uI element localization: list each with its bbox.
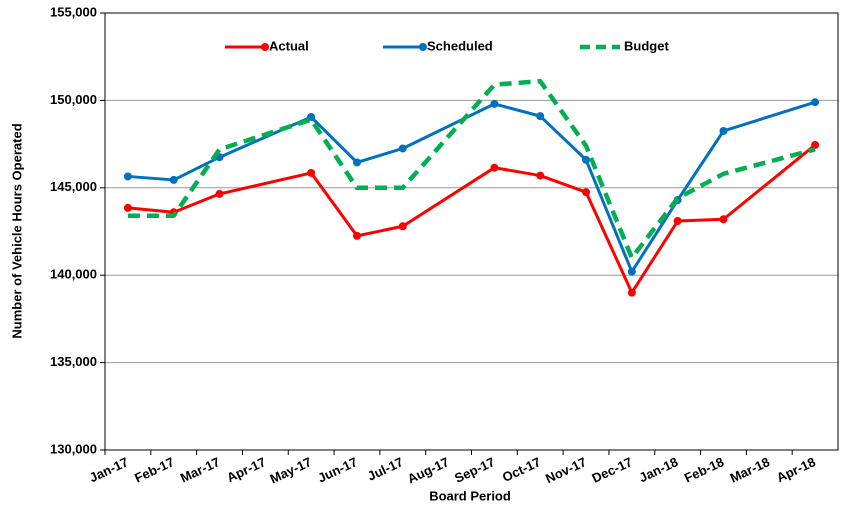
data-point [582,188,591,197]
y-tick-label: 130,000 [50,441,97,456]
x-tick-label: Mar-18 [728,454,772,485]
x-tick-label: May-17 [268,454,314,486]
y-axis-title: Number of Vehicle Hours Operated [9,123,24,338]
x-tick-label: Apr-18 [774,454,818,485]
data-point [398,222,407,231]
x-tick-label: Dec-17 [590,454,635,486]
x-tick-label: Mar-17 [178,454,222,485]
data-point [719,215,728,224]
legend-label: Actual [269,38,309,53]
data-point [536,112,545,121]
data-point [398,144,407,153]
data-point [307,168,316,177]
data-point [627,288,636,297]
data-point [169,175,178,184]
legend-label: Scheduled [427,38,493,53]
data-point [215,189,224,198]
y-tick-label: 135,000 [50,354,97,369]
x-tick-label: Aug-17 [405,454,451,486]
data-point [307,113,316,122]
y-tick-label: 150,000 [50,92,97,107]
data-point [673,217,682,226]
plot-border [104,12,839,451]
x-tick-label: Jan-18 [637,454,681,485]
x-tick-label: Sep-17 [452,454,497,486]
data-point [352,231,361,240]
x-tick-label: Oct-17 [500,454,543,485]
series-line [127,143,817,295]
x-tick-label: Feb-18 [682,454,726,485]
y-tick-label: 140,000 [50,267,97,282]
x-tick-label: Jul-17 [365,454,405,483]
x-axis-title: Board Period [429,488,511,503]
data-point [123,203,132,212]
x-tick-label: Apr-17 [224,454,268,485]
data-point [352,158,361,167]
x-tick-label: Nov-17 [543,454,589,486]
x-tick-label: Jan-17 [87,454,131,485]
data-point [627,267,636,276]
y-tick-label: 145,000 [50,179,97,194]
y-tick-label: 155,000 [50,4,97,19]
data-point [582,155,591,164]
data-point [490,99,499,108]
legend-marker [261,43,269,51]
data-point [719,126,728,135]
legend-marker [419,43,427,51]
legend-label: Budget [624,38,669,53]
data-point [811,140,820,149]
data-point [490,163,499,172]
data-point [811,98,820,107]
x-tick-label: Feb-17 [132,454,176,485]
data-point [123,172,132,181]
series-line [127,78,816,260]
data-point [536,171,545,180]
series-line [127,100,816,274]
x-tick-label: Jun-17 [315,454,359,485]
